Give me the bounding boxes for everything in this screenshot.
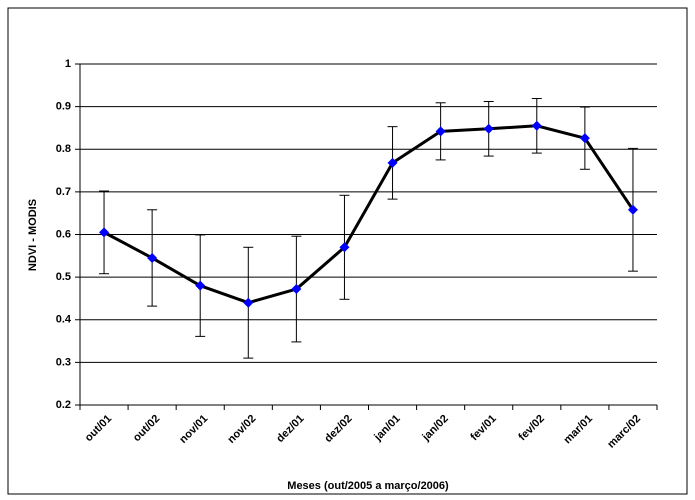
y-tick-label: 0.2 [56, 399, 71, 411]
data-point [531, 120, 542, 131]
data-point [339, 242, 350, 253]
y-axis-label: NDVI - MODIS [27, 199, 39, 271]
y-tick-label: 0.5 [56, 271, 71, 283]
data-point [579, 133, 590, 144]
data-point [387, 157, 398, 168]
y-tick-label: 1 [65, 58, 71, 70]
data-point [435, 126, 446, 137]
x-axis-label: Meses (out/2005 a março/2006) [287, 480, 449, 492]
chart-frame [7, 7, 688, 495]
y-tick-label: 0.9 [56, 101, 71, 113]
y-tick-label: 0.3 [56, 356, 71, 368]
y-tick-label: 0.4 [56, 314, 72, 326]
data-point [147, 252, 158, 263]
data-point [99, 227, 110, 238]
y-tick-label: 0.6 [56, 228, 71, 240]
data-line [103, 124, 635, 305]
data-point [195, 280, 206, 291]
data-point [483, 123, 494, 134]
y-tick-label: 0.8 [56, 143, 71, 155]
y-tick-label: 0.7 [56, 186, 71, 198]
data-point [291, 284, 302, 295]
data-point [243, 297, 254, 308]
data-point [627, 204, 638, 215]
